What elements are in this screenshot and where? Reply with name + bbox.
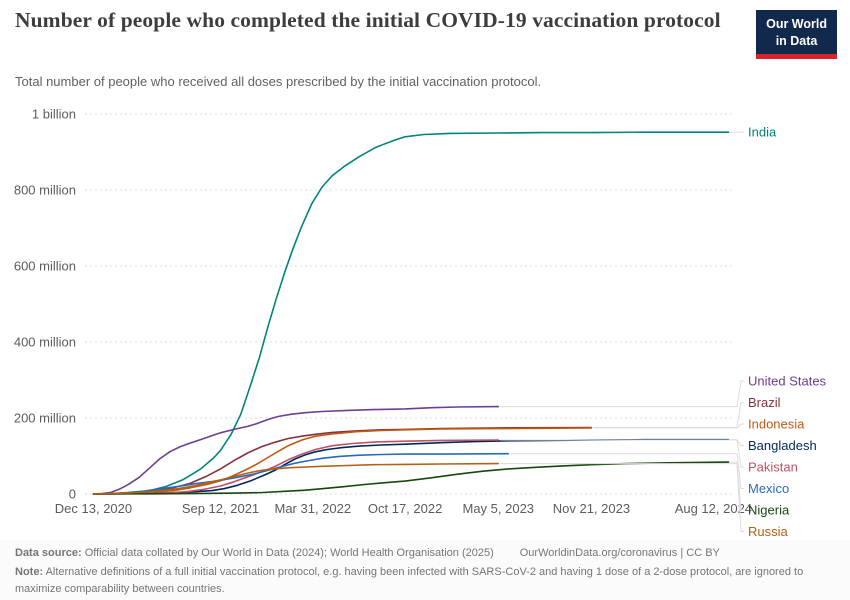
y-tick-label: 600 million [14, 259, 76, 274]
x-tick-label: Aug 12, 2024 [675, 501, 752, 516]
data-source-text: Data source: Official data collated by O… [15, 547, 494, 559]
x-tick-label: May 5, 2023 [462, 501, 534, 516]
series-line-indonesia [92, 427, 593, 495]
chart-footer: Data source: Official data collated by O… [0, 540, 850, 600]
owid-logo-accent-bar [756, 53, 837, 59]
note-text: Alternative definitions of a full initia… [15, 566, 804, 595]
owid-logo-line1: Our World [766, 17, 827, 31]
x-tick-label: Nov 21, 2023 [553, 501, 630, 516]
series-line-brazil [92, 426, 593, 495]
owid-logo-line2: in Data [775, 33, 818, 48]
series-label-brazil[interactable]: Brazil [748, 395, 781, 410]
note-label: Note: [15, 566, 44, 578]
series-label-indonesia[interactable]: Indonesia [748, 417, 805, 432]
series-label-pakistan[interactable]: Pakistan [748, 460, 798, 475]
series-line-pakistan [92, 439, 500, 495]
series-label-mexico[interactable]: Mexico [748, 481, 789, 496]
legend-connector-mexico [510, 453, 744, 489]
series-line-mexico [92, 452, 510, 495]
series-line-india [92, 131, 730, 495]
page-title: Number of people who completed the initi… [15, 8, 721, 32]
chart-subtitle: Total number of people who received all … [15, 74, 542, 89]
series-label-india[interactable]: India [748, 125, 777, 140]
series-label-nigeria[interactable]: Nigeria [748, 503, 790, 518]
owid-logo[interactable]: Our World in Data [756, 10, 837, 59]
y-tick-label: 800 million [14, 183, 76, 198]
series-line-russia [92, 462, 500, 495]
series-label-bangladesh[interactable]: Bangladesh [748, 438, 817, 453]
chart-canvas[interactable]: 0 200 million 400 million 600 million 800 mi… [0, 95, 850, 540]
x-tick-label: Oct 17, 2022 [368, 501, 442, 516]
data-source-label: Data source: [15, 547, 82, 559]
series-label-russia[interactable]: Russia [748, 524, 789, 539]
legend-connector-pakistan [500, 439, 744, 468]
y-tick-label: 0 [69, 487, 76, 502]
data-source-row: Data source: Official data collated by O… [15, 547, 835, 559]
series-line-bangladesh [92, 438, 730, 495]
y-tick-label: 400 million [14, 335, 76, 350]
series-line-united-states [92, 405, 500, 495]
x-tick-label: Mar 31, 2022 [275, 501, 352, 516]
legend-connector-nigeria [730, 461, 744, 511]
legend-connector-united-states [500, 380, 744, 408]
y-tick-label: 200 million [14, 411, 76, 426]
owid-coronavirus-link[interactable]: OurWorldinData.org/coronavirus | CC BY [519, 547, 720, 559]
series-label-united-states[interactable]: United States [748, 374, 827, 389]
x-tick-label: Sep 12, 2021 [182, 501, 259, 516]
x-tick-label: Dec 13, 2020 [55, 501, 132, 516]
legend-connector-russia [500, 463, 744, 532]
legend-connector-indonesia [593, 423, 744, 429]
series-line-nigeria [92, 461, 730, 495]
y-tick-label: 1 billion [32, 107, 76, 122]
note-row: Note: Alternative definitions of a full … [15, 564, 827, 597]
